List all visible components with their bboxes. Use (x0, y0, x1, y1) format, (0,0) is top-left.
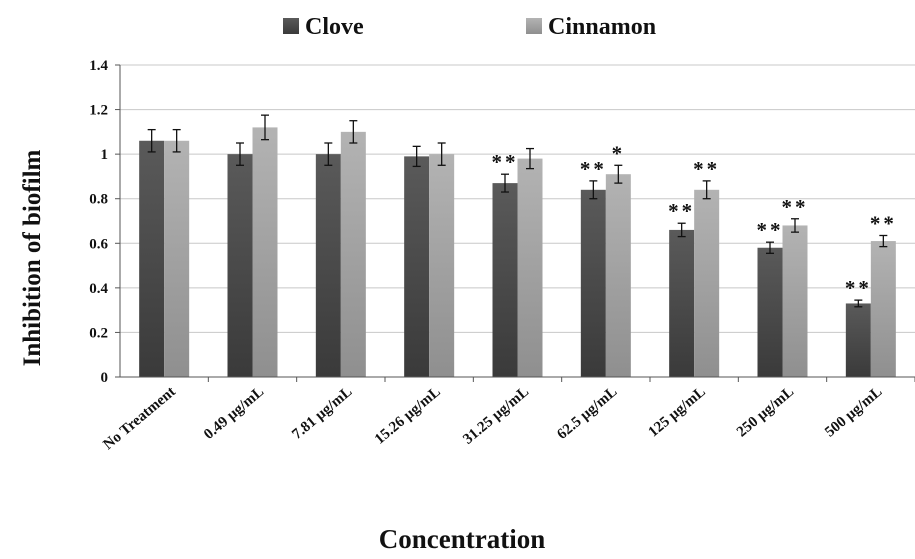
x-tick-label: 500 µg/mL (822, 384, 885, 441)
significance-marker: ** (693, 157, 720, 181)
bar-clove (845, 303, 871, 377)
legend-swatch-clove (283, 18, 299, 34)
bar-cinnamon (164, 140, 190, 377)
x-axis-title: Concentration (379, 524, 545, 554)
bar-clove (315, 154, 341, 377)
bar-cinnamon (694, 189, 720, 377)
y-tick-label: 0.8 (89, 192, 108, 208)
significance-marker: * (612, 141, 626, 165)
y-tick-label: 1.4 (89, 58, 108, 74)
bar-cinnamon (605, 174, 631, 377)
x-tick-label: 125 µg/mL (646, 384, 709, 441)
bar-cinnamon (252, 127, 278, 378)
bar-clove (227, 154, 253, 377)
legend-label-clove: Clove (305, 14, 364, 40)
y-axis-title: Inhibition of biofilm (19, 149, 46, 366)
bar-cinnamon (429, 154, 455, 377)
bar-clove (757, 247, 783, 377)
bar-clove (580, 189, 606, 377)
y-tick-label: 0.6 (89, 236, 108, 252)
bar-clove (404, 156, 430, 377)
significance-marker: ** (492, 150, 519, 174)
x-tick-label: 250 µg/mL (734, 384, 797, 441)
significance-marker: ** (782, 195, 809, 219)
y-tick-label: 0 (101, 370, 109, 386)
y-tick-label: 0.4 (89, 281, 108, 297)
significance-marker: ** (870, 211, 897, 235)
significance-marker: ** (580, 157, 607, 181)
bar-cinnamon (340, 131, 366, 377)
significance-marker: ** (845, 276, 872, 300)
significance-marker: ** (668, 199, 695, 223)
y-tick-label: 1.2 (89, 103, 108, 119)
x-tick-label: 62.5 µg/mL (554, 384, 620, 443)
x-tick-label: 0.49 µg/mL (201, 384, 267, 443)
bar-clove (139, 140, 165, 377)
bar-clove (492, 183, 518, 377)
x-tick-label: No Treatment (100, 384, 178, 453)
legend-label-cinnamon: Cinnamon (548, 14, 656, 40)
bar-cinnamon (870, 241, 896, 377)
y-tick-label: 0.2 (89, 325, 108, 341)
x-tick-label: 31.25 µg/mL (460, 384, 532, 448)
bar-cinnamon (517, 158, 543, 377)
x-tick-label: 7.81 µg/mL (289, 384, 355, 443)
bar-cinnamon (782, 225, 808, 377)
significance-marker: ** (757, 218, 784, 242)
y-tick-label: 1 (101, 147, 109, 163)
bar-clove (669, 229, 695, 377)
bars: ** *************** (139, 114, 897, 378)
legend: Clove Cinnamon (283, 14, 656, 40)
x-tick-label: 15.26 µg/mL (372, 384, 444, 448)
legend-swatch-cinnamon (526, 18, 542, 34)
